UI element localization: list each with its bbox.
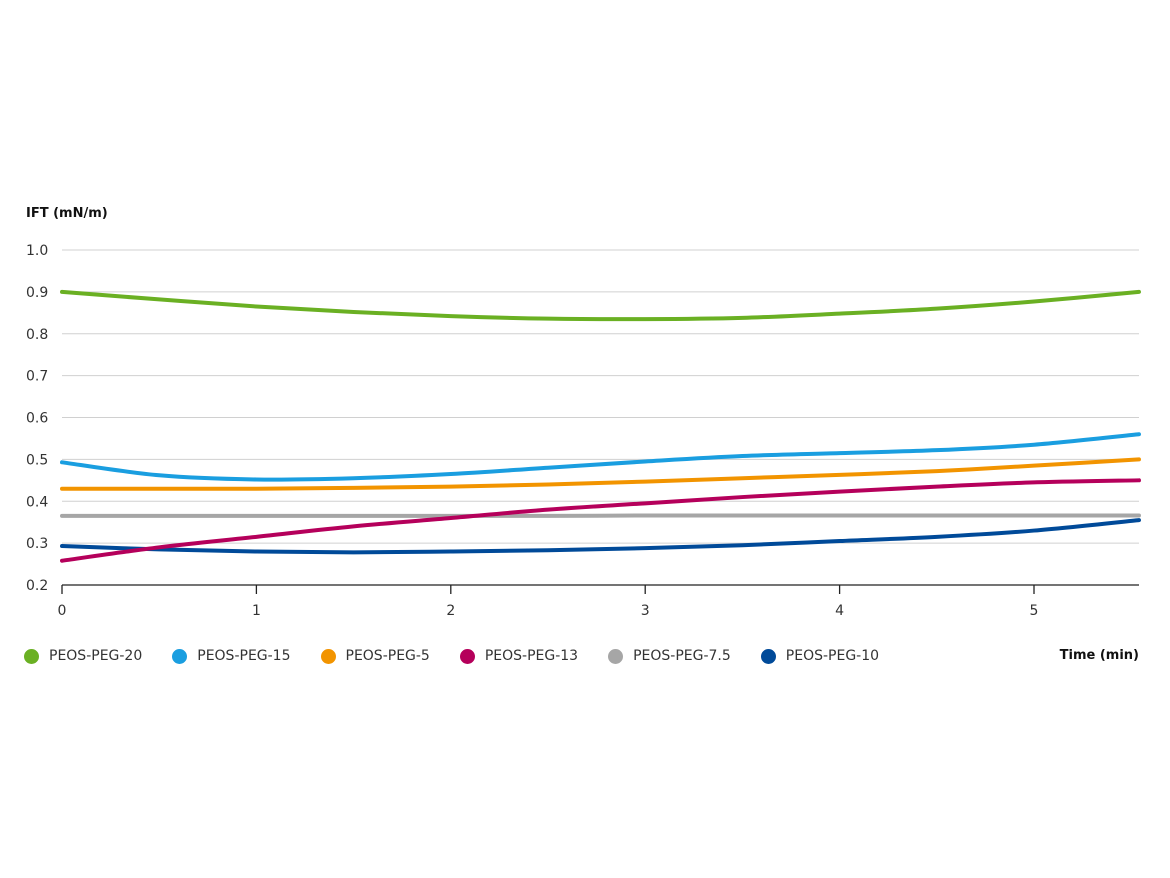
y-tick-label: 0.2 bbox=[26, 578, 48, 594]
legend-label: PEOS-PEG-15 bbox=[197, 648, 291, 664]
legend-item: PEOS-PEG-15 bbox=[172, 648, 291, 664]
legend-label: PEOS-PEG-7.5 bbox=[633, 648, 731, 664]
y-axis-label: IFT (mN/m) bbox=[26, 206, 108, 221]
series-line-peos-peg-5 bbox=[60, 457, 1141, 491]
legend-label: PEOS-PEG-10 bbox=[785, 648, 880, 664]
y-tick-label: 0.8 bbox=[26, 327, 48, 343]
legend-label: PEOS-PEG-13 bbox=[484, 648, 579, 664]
legend-item: PEOS-PEG-13 bbox=[459, 648, 579, 664]
x-tick-label: 4 bbox=[835, 603, 844, 619]
line-chart: IFT (mN/m) 0.2 0.3 0.4 0.5 0.6 0.7 0.8 0.9 1.0 0 1… bbox=[26, 206, 1141, 619]
legend-item: PEOS-PEG-7.5 bbox=[608, 648, 731, 664]
legend-marker-icon bbox=[320, 648, 336, 664]
x-tick-label: 5 bbox=[1030, 603, 1039, 619]
legend-marker-icon bbox=[172, 648, 188, 664]
legend-item: PEOS-PEG-5 bbox=[320, 648, 430, 664]
y-tick-label: 1.0 bbox=[26, 243, 48, 259]
legend-label: PEOS-PEG-5 bbox=[345, 648, 430, 664]
legend-item: PEOS-PEG-10 bbox=[760, 648, 880, 664]
legend-marker-icon bbox=[24, 648, 39, 664]
series-line-peos-peg-20 bbox=[60, 289, 1141, 322]
x-tick-label: 2 bbox=[446, 603, 455, 619]
series-line-peos-peg-10 bbox=[60, 518, 1141, 555]
x-tick-label: 1 bbox=[252, 603, 261, 619]
y-tick-label: 0.4 bbox=[26, 494, 48, 510]
legend-marker-icon bbox=[608, 648, 624, 664]
legend-item: PEOS-PEG-20 bbox=[24, 648, 142, 664]
y-tick-label: 0.7 bbox=[26, 369, 48, 385]
x-tick-label: 0 bbox=[58, 603, 67, 619]
legend-marker-icon bbox=[760, 648, 776, 664]
y-tick-label: 0.3 bbox=[26, 536, 48, 552]
y-tick-label: 0.5 bbox=[26, 452, 48, 468]
legend: PEOS-PEG-20 PEOS-PEG-15 PEOS-PEG-5 PEOS-PEG… bbox=[24, 648, 909, 664]
legend-label: PEOS-PEG-20 bbox=[49, 648, 143, 664]
y-tick-label: 0.9 bbox=[26, 285, 48, 301]
y-tick-label: 0.6 bbox=[26, 411, 48, 427]
series-line-peos-peg-13 bbox=[60, 478, 1141, 563]
series-line-peos-peg-15 bbox=[60, 432, 1141, 482]
legend-marker-icon bbox=[459, 648, 475, 664]
x-axis-label: Time (min) bbox=[1059, 648, 1139, 663]
x-tick-label: 3 bbox=[641, 603, 650, 619]
